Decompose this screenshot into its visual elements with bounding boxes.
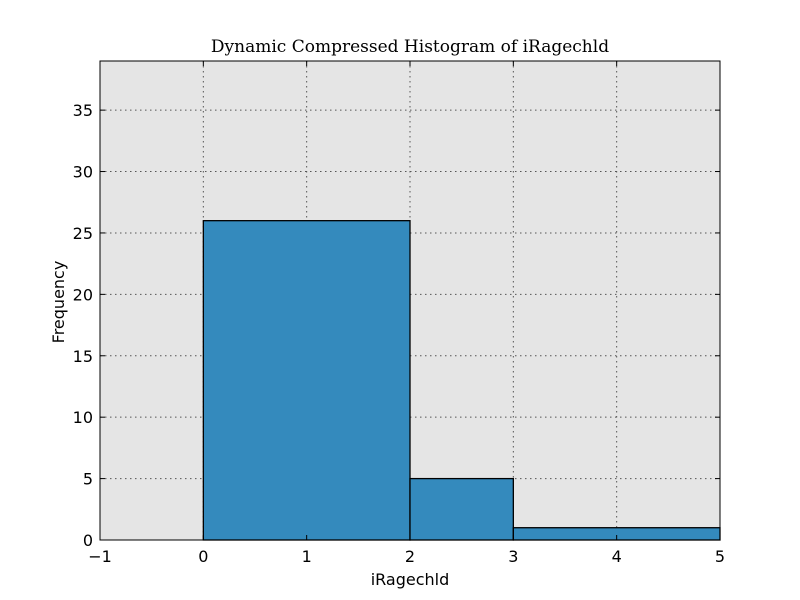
histogram-bar — [409, 477, 514, 541]
bars — [202, 220, 721, 541]
axis-ticks — [99, 61, 721, 541]
x-tick-labels: −1 0 1 2 3 4 5 — [88, 547, 725, 566]
y-tick-label: 20 — [73, 285, 93, 304]
chart-title: Dynamic Compressed Histogram of iRagechl… — [211, 37, 609, 57]
x-tick-label: 1 — [302, 547, 312, 566]
y-tick-label: 0 — [83, 531, 93, 550]
y-tick-label: 5 — [83, 470, 93, 489]
x-tick-label: 2 — [405, 547, 415, 566]
y-tick-label: 30 — [73, 163, 93, 182]
y-tick-label: 15 — [73, 347, 93, 366]
x-tick-label: 0 — [198, 547, 208, 566]
x-tick-label: −1 — [88, 547, 112, 566]
x-axis-label: iRagechld — [371, 570, 450, 589]
y-tick-labels: 0 5 10 15 20 25 30 35 — [73, 101, 93, 550]
x-tick-label: 4 — [612, 547, 622, 566]
y-tick-label: 35 — [73, 101, 93, 120]
x-tick-label: 5 — [715, 547, 725, 566]
x-tick-label: 3 — [508, 547, 518, 566]
y-tick-label: 25 — [73, 224, 93, 243]
y-tick-label: 10 — [73, 408, 93, 427]
y-axis-label: Frequency — [49, 261, 68, 344]
histogram-bar — [202, 220, 411, 541]
